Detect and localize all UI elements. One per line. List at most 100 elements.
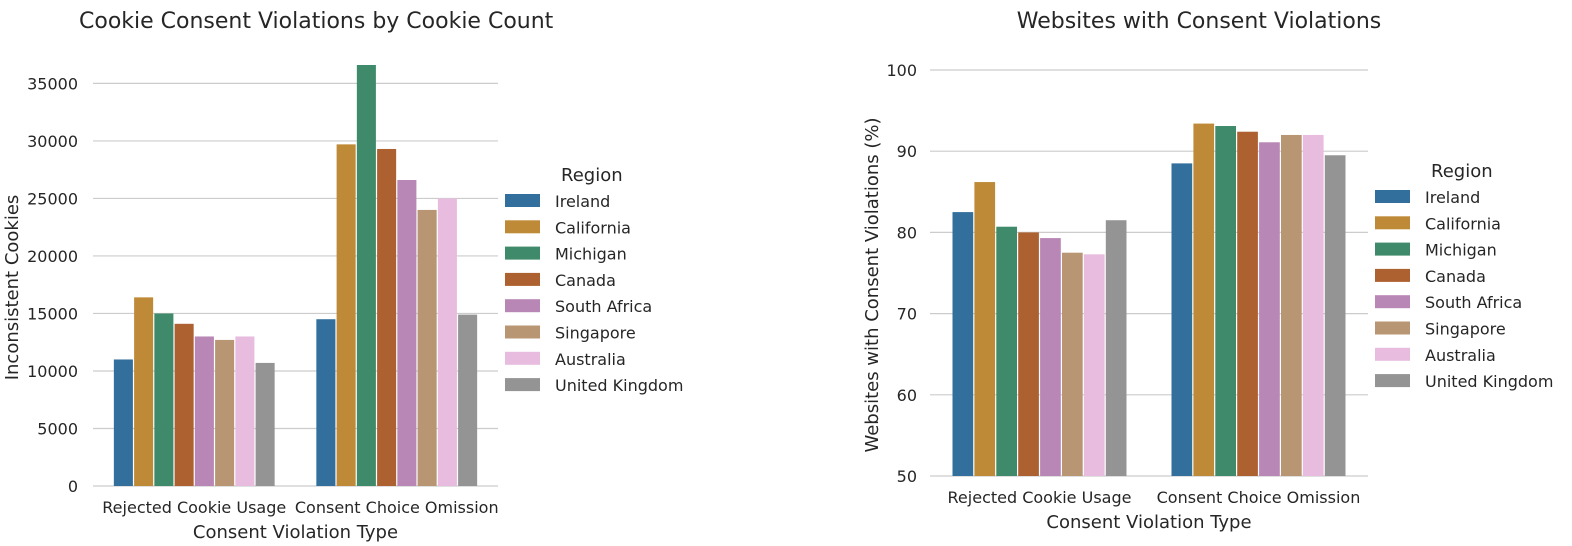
legend-swatch bbox=[505, 325, 540, 339]
y-tick-label: 30000 bbox=[27, 132, 78, 151]
legend-swatch bbox=[505, 378, 540, 392]
bar-australia bbox=[1302, 134, 1324, 476]
legend: Region Ireland California Michigan Canada Sou… bbox=[505, 165, 683, 395]
y-tick-label: 20000 bbox=[27, 247, 78, 266]
y-axis-label: Websites with Consent Violations (%) bbox=[862, 117, 883, 452]
legend-label: California bbox=[1425, 214, 1501, 233]
bar-michigan bbox=[356, 65, 376, 486]
x-tick-label: Consent Choice Omission bbox=[1157, 488, 1361, 507]
chart-title: Cookie Consent Violations by Cookie Coun… bbox=[79, 9, 554, 34]
legend-swatch bbox=[1375, 268, 1410, 282]
y-tick-labels: 50 60 70 80 90 100 bbox=[886, 61, 917, 486]
legend-swatch bbox=[1375, 374, 1410, 388]
bar-singapore bbox=[215, 339, 235, 486]
bar-michigan bbox=[154, 313, 174, 486]
bar-ireland bbox=[952, 212, 974, 476]
bar-australia bbox=[235, 336, 255, 486]
bar-california bbox=[1193, 123, 1215, 476]
bar-south-africa bbox=[1259, 142, 1280, 476]
legend-swatch bbox=[1375, 321, 1410, 335]
y-tick-label: 60 bbox=[897, 386, 917, 405]
bar-singapore bbox=[1281, 134, 1302, 476]
y-tick-label: 70 bbox=[897, 305, 917, 324]
legend-label: Singapore bbox=[1425, 320, 1506, 339]
legend-label: Australia bbox=[555, 350, 626, 369]
bar-canada bbox=[1237, 131, 1258, 476]
bar-united-kingdom bbox=[1324, 155, 1346, 476]
bar-united-kingdom bbox=[1105, 220, 1127, 476]
bar-canada bbox=[174, 323, 194, 486]
y-gridlines bbox=[930, 69, 1368, 477]
bar-michigan bbox=[996, 226, 1017, 476]
chart-title: Websites with Consent Violations bbox=[1017, 9, 1381, 34]
bar-singapore bbox=[417, 209, 437, 486]
bar-ireland bbox=[1171, 163, 1193, 476]
y-tick-label: 35000 bbox=[27, 74, 78, 93]
legend-label: Canada bbox=[555, 271, 616, 290]
x-axis-label: Consent Violation Type bbox=[193, 522, 398, 543]
legend-label: South Africa bbox=[1425, 293, 1522, 312]
bar-california bbox=[336, 144, 356, 487]
bar-michigan bbox=[1215, 126, 1236, 476]
x-tick-label: Consent Choice Omission bbox=[295, 498, 499, 517]
y-gridlines bbox=[93, 82, 498, 487]
y-tick-labels: 0 5000 10000 15000 20000 25000 30000 35000 bbox=[27, 74, 78, 496]
legend-swatch bbox=[505, 194, 540, 207]
legend-swatch bbox=[505, 246, 540, 260]
y-tick-label: 50 bbox=[897, 467, 917, 486]
bar-south-africa bbox=[1040, 238, 1061, 476]
y-tick-label: 25000 bbox=[27, 189, 78, 208]
bar-california bbox=[134, 297, 154, 486]
legend-swatch bbox=[1375, 216, 1410, 230]
bar-california bbox=[974, 182, 996, 476]
bar-south-africa bbox=[397, 180, 417, 486]
legend-swatch bbox=[1375, 295, 1410, 309]
bars bbox=[113, 65, 478, 487]
y-tick-label: 5000 bbox=[37, 419, 78, 438]
y-tick-label: 10000 bbox=[27, 362, 78, 381]
chart-panel-2: Websites with Consent Violations 50 60 70 80… bbox=[862, 9, 1553, 533]
legend-label: Canada bbox=[1425, 267, 1486, 286]
legend-swatch bbox=[505, 220, 540, 234]
chart-panel-1: Cookie Consent Violations by Cookie Coun… bbox=[2, 9, 683, 543]
legend-label: United Kingdom bbox=[1425, 372, 1553, 391]
legend-label: Michigan bbox=[555, 245, 627, 264]
legend-label: South Africa bbox=[555, 297, 652, 316]
y-tick-label: 100 bbox=[886, 61, 917, 80]
y-tick-label: 15000 bbox=[27, 304, 78, 323]
legend-label: Michigan bbox=[1425, 241, 1497, 260]
bar-united-kingdom bbox=[458, 314, 478, 486]
bar-ireland bbox=[113, 359, 133, 486]
bar-australia bbox=[437, 198, 457, 486]
legend-label: Singapore bbox=[555, 324, 636, 343]
bar-singapore bbox=[1062, 252, 1083, 476]
y-tick-label: 0 bbox=[68, 477, 78, 496]
legend-swatch bbox=[1375, 190, 1410, 203]
legend-swatch bbox=[1375, 242, 1410, 256]
y-tick-label: 80 bbox=[897, 223, 917, 242]
bar-canada bbox=[1018, 232, 1039, 476]
bar-united-kingdom bbox=[255, 362, 275, 486]
legend-label: Ireland bbox=[1425, 188, 1480, 207]
legend-label: Australia bbox=[1425, 346, 1496, 365]
bar-canada bbox=[377, 148, 397, 486]
legend: Region Ireland California Michigan Canada Sou… bbox=[1375, 161, 1553, 391]
legend-title: Region bbox=[561, 165, 623, 186]
legend-label: California bbox=[555, 218, 631, 237]
x-tick-labels: Rejected Cookie Usage Consent Choice Omis… bbox=[102, 498, 498, 517]
bar-ireland bbox=[316, 319, 336, 486]
x-tick-label: Rejected Cookie Usage bbox=[948, 488, 1132, 507]
legend-swatch bbox=[1375, 347, 1410, 361]
x-tick-labels: Rejected Cookie Usage Consent Choice Omis… bbox=[948, 488, 1361, 507]
legend-label: Ireland bbox=[555, 192, 610, 211]
bar-australia bbox=[1083, 254, 1105, 476]
bars bbox=[952, 123, 1346, 476]
y-tick-label: 90 bbox=[897, 142, 917, 161]
bar-south-africa bbox=[194, 336, 214, 486]
legend-swatch bbox=[505, 299, 540, 313]
legend-swatch bbox=[505, 272, 540, 286]
legend-title: Region bbox=[1431, 161, 1493, 182]
legend-swatch bbox=[505, 351, 540, 365]
x-tick-label: Rejected Cookie Usage bbox=[102, 498, 286, 517]
